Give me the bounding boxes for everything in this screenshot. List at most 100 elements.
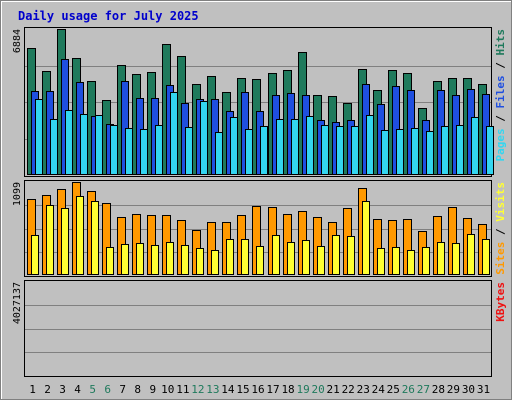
x-tick-label: 12 (191, 383, 204, 396)
bar-visits-16 (256, 246, 264, 275)
x-tick-label: 19 (296, 383, 309, 396)
legend-middle: Sites / Visits (494, 182, 507, 275)
legend-item: / (494, 62, 507, 76)
x-tick-label: 16 (251, 383, 264, 396)
legend-item: Visits (494, 182, 507, 228)
x-tick-label: 15 (236, 383, 249, 396)
bar-pages-31 (486, 126, 494, 175)
bar-pages-30 (471, 117, 479, 175)
x-tick-label: 23 (357, 383, 370, 396)
bar-visits-29 (452, 243, 460, 275)
bar-pages-16 (260, 126, 268, 175)
bar-visits-11 (181, 245, 189, 275)
bar-visits-30 (467, 234, 475, 275)
bar-visits-10 (166, 242, 174, 275)
x-tick-label: 10 (161, 383, 174, 396)
x-tick-label: 21 (327, 383, 340, 396)
bar-pages-27 (426, 131, 434, 175)
x-tick-label: 14 (221, 383, 235, 396)
x-tick-label: 26 (402, 383, 415, 396)
bar-pages-21 (336, 126, 344, 175)
bar-visits-2 (46, 205, 54, 275)
bar-pages-2 (50, 119, 58, 175)
bar-pages-15 (245, 129, 253, 175)
bar-visits-9 (151, 245, 159, 275)
bar-visits-3 (61, 208, 69, 275)
x-tick-label: 6 (104, 383, 111, 396)
bar-visits-15 (241, 239, 249, 275)
x-tick-label: 2 (44, 383, 51, 396)
bar-pages-14 (230, 117, 238, 175)
x-axis-labels: 1 2 3 4 5 6 7 8 9 10 11 12 13 14 15 16 17 18 19 20 21 22 23 24 2… (29, 383, 490, 396)
panel-top: 6884 Pages / Files / Hits (12, 27, 507, 177)
y-max-label: 1099 (12, 182, 23, 206)
x-tick-label: 28 (432, 383, 445, 396)
bar-pages-17 (276, 119, 284, 175)
x-tick-label: 11 (176, 383, 189, 396)
bar-pages-23 (366, 115, 374, 175)
bar-visits-17 (272, 235, 280, 275)
x-tick-label: 1 (29, 383, 36, 396)
x-tick-label: 20 (312, 383, 325, 396)
bar-pages-9 (155, 125, 163, 175)
x-tick-label: 27 (417, 383, 430, 396)
legend-text: KBytes (494, 282, 507, 322)
legend-bottom: KBytes (494, 282, 507, 322)
bar-visits-28 (437, 242, 445, 275)
bar-visits-6 (106, 247, 114, 275)
y-max-label: 4027137 (12, 282, 23, 324)
bar-pages-6 (110, 125, 118, 175)
x-tick-label: 8 (134, 383, 141, 396)
bar-pages-1 (35, 99, 43, 175)
bar-visits-5 (91, 201, 99, 275)
bar-visits-20 (317, 246, 325, 275)
x-tick-label: 9 (149, 383, 156, 396)
bar-visits-18 (287, 242, 295, 275)
bar-visits-12 (196, 248, 204, 275)
legend-item: / (494, 228, 507, 242)
bar-pages-10 (170, 92, 178, 175)
panel-bottom: 4027137 KBytes (12, 280, 507, 377)
bar-visits-4 (76, 196, 84, 275)
bar-visits-26 (407, 250, 415, 275)
legend-item: / (494, 115, 507, 129)
bar-pages-26 (411, 128, 419, 175)
legend-text: Sites / Visits (494, 182, 507, 275)
x-tick-label: 30 (462, 383, 475, 396)
legend-text: Pages / Files / Hits (494, 29, 507, 162)
bar-pages-20 (321, 125, 329, 175)
bar-pages-7 (125, 128, 133, 175)
bar-visits-14 (226, 239, 234, 275)
x-tick-label: 3 (59, 383, 66, 396)
bar-pages-8 (140, 129, 148, 175)
bar-pages-18 (291, 119, 299, 175)
legend-item: Files (494, 75, 507, 115)
bar-pages-25 (396, 129, 404, 175)
panel-bottom-box (24, 280, 492, 377)
bar-pages-19 (306, 116, 314, 175)
legend-item: KBytes (494, 282, 507, 322)
legend-item: Hits (494, 29, 507, 62)
bar-pages-29 (456, 125, 464, 175)
bar-visits-25 (392, 247, 400, 275)
legend-item: Sites (494, 242, 507, 275)
y-max-label: 6884 (12, 29, 23, 53)
bar-visits-1 (31, 235, 39, 275)
x-tick-label: 7 (119, 383, 126, 396)
bar-pages-22 (351, 126, 359, 175)
bar-pages-4 (80, 114, 88, 175)
x-tick-label: 13 (206, 383, 219, 396)
chart-panels: 6884 Pages / Files / Hits 1099 Sites / Visi… (12, 27, 507, 377)
bar-visits-24 (377, 248, 385, 275)
x-tick-label: 31 (477, 383, 490, 396)
bar-visits-13 (211, 250, 219, 275)
bar-visits-27 (422, 247, 430, 275)
bar-visits-19 (302, 240, 310, 275)
x-tick-label: 22 (342, 383, 355, 396)
x-tick-label: 24 (372, 383, 386, 396)
panel-middle: 1099 Sites / Visits (12, 180, 507, 277)
bar-pages-28 (441, 126, 449, 175)
bar-visits-7 (121, 244, 129, 275)
bar-pages-5 (95, 115, 103, 175)
